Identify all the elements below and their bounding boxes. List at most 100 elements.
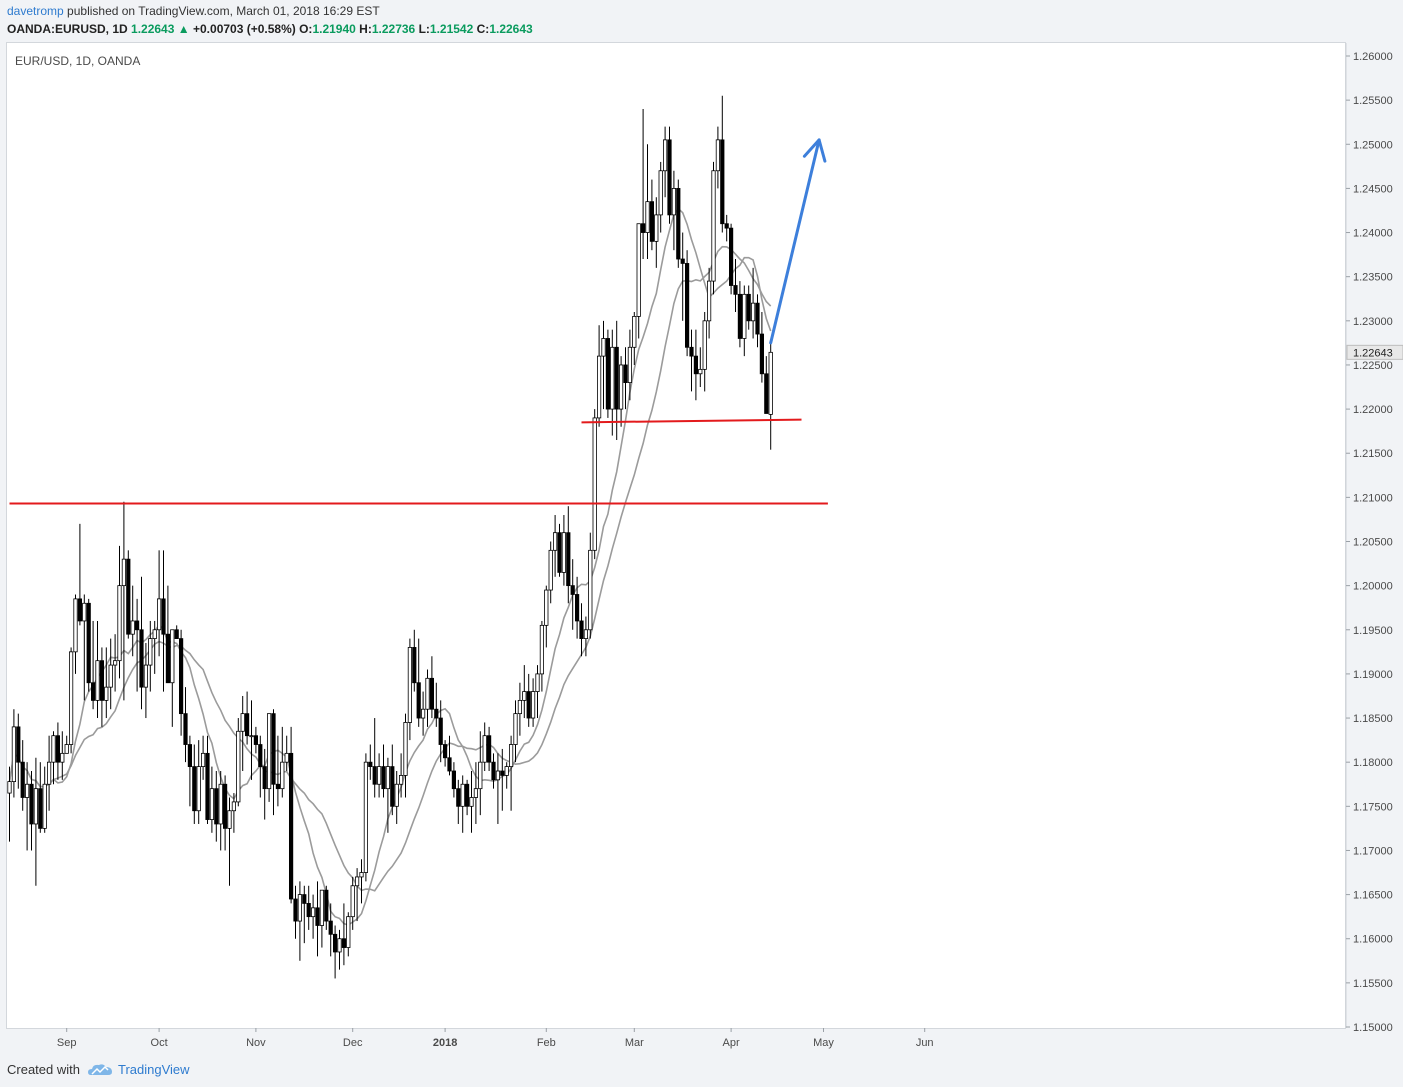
candle-body — [240, 713, 245, 732]
candle-body — [522, 691, 527, 701]
candle-body — [174, 629, 179, 639]
candle-body — [82, 602, 87, 622]
candle-body — [597, 355, 602, 419]
candle-body — [165, 633, 170, 684]
candle-body — [614, 346, 619, 410]
candle-body — [346, 916, 351, 948]
candle-body — [442, 744, 448, 759]
chart-title: EUR/USD, 1D, OANDA — [15, 54, 140, 68]
y-tick-label: 1.15500 — [1353, 978, 1393, 990]
candle-body — [539, 624, 545, 675]
candle-body — [390, 766, 395, 807]
candle-body — [733, 285, 738, 295]
candle-body — [759, 333, 765, 375]
author-link[interactable]: davetromp — [7, 4, 64, 18]
moving-average-10 — [8, 207, 772, 926]
x-tick-label: May — [813, 1037, 834, 1049]
candle-body — [178, 638, 184, 715]
candle-body — [592, 417, 597, 551]
y-tick-label: 1.21500 — [1353, 448, 1393, 460]
candle-body — [464, 783, 470, 807]
candle-body — [214, 788, 219, 825]
candle-body — [306, 903, 311, 918]
candle-body — [108, 664, 113, 688]
candle-body — [231, 801, 236, 812]
candle-body — [434, 708, 439, 719]
y-tick-label: 1.24000 — [1353, 228, 1393, 240]
candle-body — [420, 708, 426, 719]
candle-body — [671, 188, 677, 216]
candle-body — [280, 761, 285, 790]
candle-body — [161, 598, 166, 635]
candle-body — [130, 620, 135, 635]
candle-body — [495, 770, 501, 781]
candle-body — [324, 889, 329, 922]
candle-body — [720, 139, 725, 225]
candle-body — [575, 594, 580, 622]
change-value: +0.00703 (+0.58%) — [193, 22, 296, 36]
candle-body — [302, 894, 307, 904]
candle-body — [24, 783, 30, 798]
symbol-label: OANDA:EURUSD, 1D — [7, 22, 128, 36]
candle-body — [11, 726, 16, 783]
candle-body — [16, 726, 21, 763]
candle-body — [482, 735, 487, 763]
candle-body — [544, 589, 549, 626]
candle-body — [579, 620, 584, 639]
y-tick-label: 1.23000 — [1353, 316, 1393, 328]
footer: Created with TradingView — [7, 1062, 190, 1077]
candle-body — [293, 898, 298, 922]
y-tick-label: 1.16500 — [1353, 890, 1393, 902]
tradingview-cloud-icon[interactable] — [87, 1063, 112, 1077]
candle-body — [328, 920, 333, 935]
candle-body — [407, 647, 413, 723]
ohlc-line: OANDA:EURUSD, 1D 1.22643 ▲ +0.00703 (+0.… — [7, 22, 533, 36]
y-tick-label: 1.26000 — [1353, 51, 1393, 63]
candle-body — [196, 766, 201, 812]
candle-body — [86, 602, 91, 684]
candle-body — [249, 735, 254, 738]
candle-body — [187, 744, 192, 767]
candle-body — [566, 532, 571, 587]
candle-body — [121, 558, 126, 587]
x-tick-label: Nov — [246, 1037, 266, 1049]
candle-body — [117, 585, 122, 662]
candle-body — [473, 788, 479, 798]
candle-body — [398, 775, 404, 785]
candle-body — [636, 223, 641, 317]
candle-body — [557, 532, 562, 573]
candle-body — [275, 783, 281, 790]
candle-body — [451, 770, 457, 790]
candle-body — [742, 293, 747, 339]
y-tick-label: 1.16000 — [1353, 934, 1393, 946]
last-price-tag — [1346, 344, 1403, 360]
open-value: 1.21940 — [312, 22, 356, 36]
candle-body — [350, 885, 355, 918]
candle-body — [354, 876, 360, 887]
candle-body — [667, 139, 672, 216]
close-value: 1.22643 — [489, 22, 533, 36]
candle-body — [627, 346, 633, 384]
candle-body — [7, 781, 12, 794]
candle-body — [707, 280, 712, 322]
candle-body — [33, 788, 39, 825]
candle-body — [200, 752, 206, 767]
high-label: H: — [359, 22, 372, 36]
bullish-arrow-shaft — [769, 138, 821, 345]
candle-body — [729, 227, 734, 286]
close-label: C: — [476, 22, 490, 36]
candle-body — [456, 788, 461, 807]
candle-body — [447, 757, 452, 772]
candle-body — [663, 139, 668, 172]
candle-body — [222, 783, 228, 829]
candle-body — [372, 766, 377, 785]
candle-body — [460, 783, 465, 807]
candle-body — [209, 788, 214, 820]
y-tick-label: 1.20500 — [1353, 537, 1393, 549]
y-tick-label: 1.19500 — [1353, 625, 1393, 637]
x-tick-label: Dec — [343, 1037, 363, 1049]
publish-line: davetromp published on TradingView.com, … — [7, 4, 380, 18]
tradingview-link[interactable]: TradingView — [117, 1062, 190, 1077]
candle-body — [244, 713, 250, 737]
